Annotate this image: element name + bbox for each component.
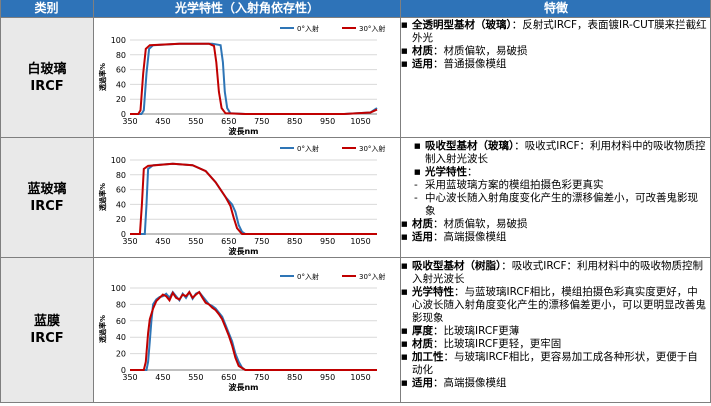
header-category: 类别 xyxy=(0,0,93,17)
x-tick-label: 450 xyxy=(155,373,170,382)
legend-label: 30°入射 xyxy=(359,272,385,281)
category-label-line2: IRCF xyxy=(30,198,64,214)
features-row2: 吸收型基材（玻璃）：吸收式IRCF：利用材料中的吸收物质控制入射光波长 光学特性… xyxy=(400,140,707,244)
x-tick-label: 650 xyxy=(221,373,236,382)
x-tick-label: 550 xyxy=(188,373,203,382)
y-tick-label: 20 xyxy=(116,95,126,104)
category-label-line2: IRCF xyxy=(30,78,64,94)
x-tick-label: 450 xyxy=(155,117,170,126)
category-label-line1: 蓝玻璃 xyxy=(27,181,67,197)
features-row3: 吸收型基材（树脂）：吸收式IRCF：利用材料中的吸收物质控制入射光波长 光学特性… xyxy=(400,260,707,390)
x-tick-label: 750 xyxy=(254,373,269,382)
feature-item: 光学特性：与蓝玻璃IRCF相比，模组拍摄色彩真实度更好，中心波长随入射角度变化产… xyxy=(400,286,707,325)
feature-item: 加工性：与玻璃IRCF相比，更容易加工成各种形状，更便于自动化 xyxy=(400,351,707,377)
category-label-line1: 白玻璃 xyxy=(27,61,67,77)
feature-item: 厚度：比玻璃IRCF更薄 xyxy=(400,325,707,338)
x-tick-label: 950 xyxy=(320,373,335,382)
x-tick-label: 850 xyxy=(287,373,302,382)
x-tick-label: 650 xyxy=(221,237,236,246)
y-tick-label: 0 xyxy=(121,366,126,375)
x-tick-label: 750 xyxy=(254,237,269,246)
y-tick-label: 100 xyxy=(111,156,126,165)
x-tick-label: 650 xyxy=(221,117,236,126)
feature-item: 材质：材质偏软，易破损 xyxy=(400,218,707,231)
y-tick-label: 20 xyxy=(116,215,126,224)
y-tick-label: 100 xyxy=(111,284,126,293)
category-label-line1: 蓝膜 xyxy=(33,314,60,329)
header-optics: 光学特性（入射角依存性） xyxy=(94,0,400,17)
x-tick-label: 450 xyxy=(155,237,170,246)
category-cell-row3: 蓝膜 IRCF xyxy=(1,258,93,402)
header-features: 特徵 xyxy=(401,0,711,17)
x-tick-label: 850 xyxy=(287,237,302,246)
transmission-chart: 0 20 40 60 80 100 350 450 550 650 750 850 950 1050 0°入… xyxy=(98,144,385,256)
feature-item: 材质：比玻璃IRCF更轻，更牢固 xyxy=(400,338,707,351)
y-tick-label: 60 xyxy=(116,186,126,195)
category-cell-row2: 蓝玻璃 IRCF xyxy=(1,138,93,257)
x-tick-label: 550 xyxy=(188,237,203,246)
y-axis-label: 透過率% xyxy=(98,315,107,343)
y-axis-label: 透過率% xyxy=(98,183,107,211)
y-tick-label: 60 xyxy=(116,317,126,326)
legend-label: 30°入射 xyxy=(359,24,385,33)
y-tick-label: 0 xyxy=(121,110,126,119)
x-tick-label: 1050 xyxy=(350,237,370,246)
feature-item: 适用：高端摄像模组 xyxy=(400,377,707,390)
x-tick-label: 1050 xyxy=(350,373,370,382)
category-label-line2: IRCF xyxy=(30,331,64,346)
x-tick-label: 750 xyxy=(254,117,269,126)
y-tick-label: 100 xyxy=(111,36,126,45)
x-tick-label: 950 xyxy=(320,117,335,126)
x-tick-label: 1050 xyxy=(350,117,370,126)
x-tick-label: 950 xyxy=(320,237,335,246)
chart-row2: 0 20 40 60 80 100 350 450 550 650 750 850 950 1050 0°入… xyxy=(94,138,400,257)
y-tick-label: 80 xyxy=(116,171,126,180)
x-axis-label: 波長nm xyxy=(228,382,258,392)
y-tick-label: 80 xyxy=(116,51,126,60)
legend-label: 30°入射 xyxy=(359,144,385,153)
category-cell-row1: 白玻璃 IRCF xyxy=(1,18,93,137)
y-axis-label: 透過率% xyxy=(98,63,107,91)
chart-row3: 0 20 40 60 80 100 350 450 550 650 750 850 950 1050 0°入… xyxy=(94,258,400,402)
series-line-1 xyxy=(130,290,377,371)
feature-item: 适用：高端摄像模组 xyxy=(400,231,707,244)
feature-item: 光学特性： xyxy=(400,166,707,179)
y-tick-label: 80 xyxy=(116,300,126,309)
features-row1: 全透明型基材（玻璃）：反射式IRCF，表面镀IR-CUT膜来拦截红外光 材质：材… xyxy=(400,19,707,71)
x-tick-label: 550 xyxy=(188,117,203,126)
y-tick-label: 20 xyxy=(116,350,126,359)
series-line-0 xyxy=(130,162,377,235)
y-tick-label: 40 xyxy=(116,333,126,342)
y-tick-label: 0 xyxy=(121,230,126,239)
x-tick-label: 350 xyxy=(122,373,137,382)
feature-subitem: 中心波长随入射角度变化产生的漂移偏差小，可改善鬼影现象 xyxy=(400,192,707,218)
x-axis-label: 波長nm xyxy=(228,126,258,136)
x-tick-label: 850 xyxy=(287,117,302,126)
x-tick-label: 350 xyxy=(122,237,137,246)
transmission-chart: 0 20 40 60 80 100 350 450 550 650 750 850 950 1050 0°入… xyxy=(98,272,385,392)
legend-label: 0°入射 xyxy=(297,144,319,153)
legend-label: 0°入射 xyxy=(297,272,319,281)
feature-item: 全透明型基材（玻璃）：反射式IRCF，表面镀IR-CUT膜来拦截红外光 xyxy=(400,19,707,45)
feature-item: 材质：材质偏软，易破损 xyxy=(400,45,707,58)
series-line-1 xyxy=(130,42,378,115)
feature-item: 适用：普通摄像模组 xyxy=(400,58,707,71)
transmission-chart: 0 20 40 60 80 100 350 450 550 650 750 850 950 1050 0°入… xyxy=(98,24,385,136)
feature-item: 吸收型基材（玻璃）：吸收式IRCF：利用材料中的吸收物质控制入射光波长 xyxy=(400,140,707,166)
legend-label: 0°入射 xyxy=(297,24,319,33)
chart-row1: 0 20 40 60 80 100 350 450 550 650 750 850 950 1050 0°入… xyxy=(94,18,400,137)
x-axis-label: 波長nm xyxy=(228,246,258,256)
series-line-0 xyxy=(130,289,377,371)
x-tick-label: 350 xyxy=(122,117,137,126)
feature-subitem: 采用蓝玻璃方案的模组拍摄色彩更真实 xyxy=(400,179,707,192)
y-tick-label: 40 xyxy=(116,80,126,89)
y-tick-label: 40 xyxy=(116,200,126,209)
series-line-0 xyxy=(130,42,378,115)
feature-item: 吸收型基材（树脂）：吸收式IRCF：利用材料中的吸收物质控制入射光波长 xyxy=(400,260,707,286)
y-tick-label: 60 xyxy=(116,66,126,75)
series-line-1 xyxy=(130,162,377,235)
